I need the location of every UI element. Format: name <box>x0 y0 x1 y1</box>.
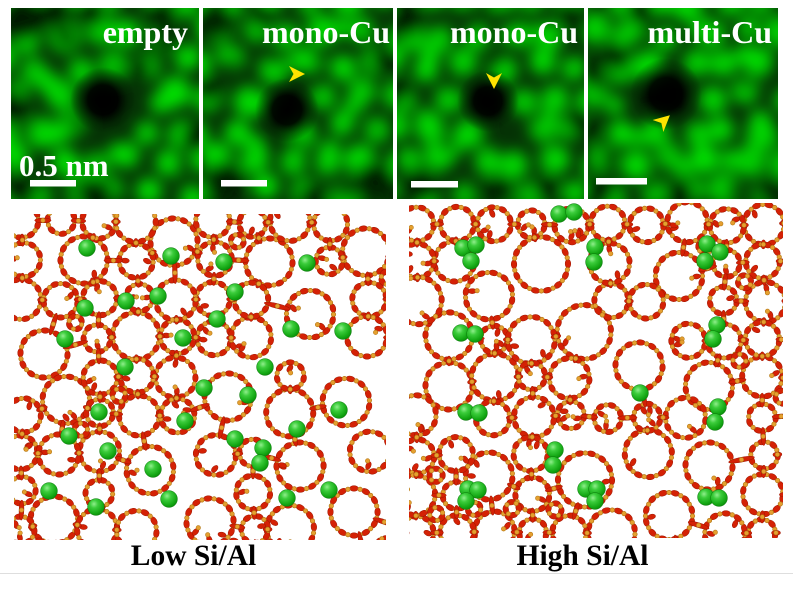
svg-text:multi-Cu: multi-Cu <box>648 14 772 50</box>
svg-text:mono-Cu: mono-Cu <box>262 14 390 50</box>
svg-text:mono-Cu: mono-Cu <box>450 14 578 50</box>
svg-text:0.5 nm: 0.5 nm <box>19 148 109 183</box>
svg-text:empty: empty <box>103 14 188 50</box>
